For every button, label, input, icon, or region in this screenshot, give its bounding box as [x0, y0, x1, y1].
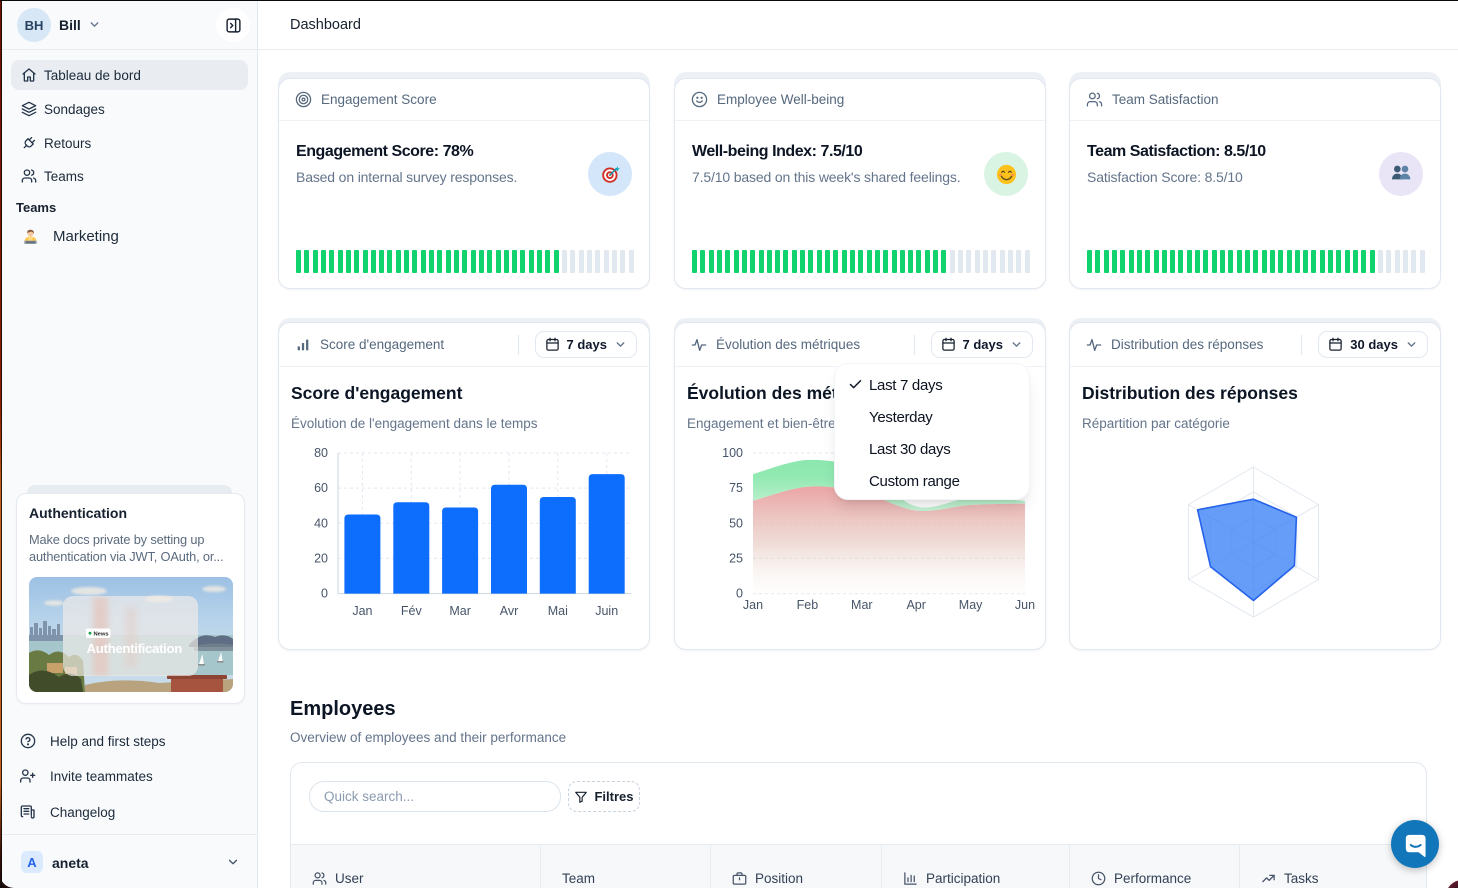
svg-text:Mai: Mai [548, 604, 568, 618]
svg-text:Avr: Avr [500, 604, 519, 618]
svg-text:Mar: Mar [851, 598, 873, 612]
svg-text:Feb: Feb [797, 598, 819, 612]
svg-text:May: May [959, 598, 983, 612]
svg-text:40: 40 [314, 516, 328, 530]
svg-text:Juin: Juin [595, 604, 618, 618]
svg-text:20: 20 [314, 551, 328, 565]
svg-text:Authentification: Authentification [87, 641, 183, 656]
svg-text:25: 25 [729, 552, 743, 566]
svg-text:80: 80 [314, 446, 328, 460]
svg-text:Apr: Apr [906, 598, 925, 612]
svg-text:75: 75 [729, 481, 743, 495]
svg-text:Fév: Fév [401, 604, 423, 618]
svg-text:100: 100 [722, 446, 743, 460]
svg-text:Jun: Jun [1015, 598, 1035, 612]
svg-text:Mar: Mar [449, 604, 471, 618]
svg-text:News: News [94, 632, 109, 638]
svg-text:0: 0 [736, 587, 743, 601]
svg-text:50: 50 [729, 516, 743, 530]
svg-text:Jan: Jan [743, 598, 763, 612]
svg-text:0: 0 [321, 587, 328, 601]
svg-text:Jan: Jan [352, 604, 372, 618]
svg-text:60: 60 [314, 481, 328, 495]
